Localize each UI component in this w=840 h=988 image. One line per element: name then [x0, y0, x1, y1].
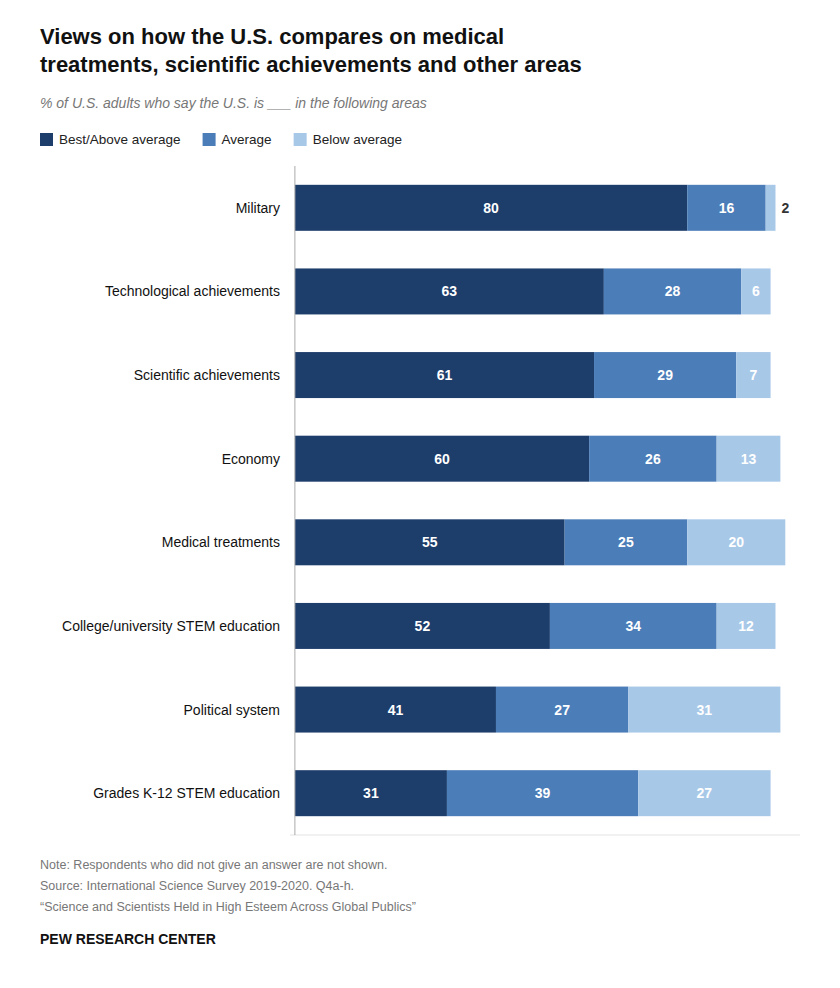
data-label: 29 — [657, 367, 673, 383]
data-label: 25 — [618, 534, 634, 550]
bar — [717, 436, 781, 482]
data-label: 16 — [719, 200, 735, 216]
bar — [496, 687, 628, 733]
bar — [604, 268, 741, 314]
bar — [295, 603, 550, 649]
bar — [589, 436, 717, 482]
note: “Science and Scientists Held in High Est… — [40, 900, 416, 914]
data-label: 27 — [554, 702, 570, 718]
x-axis-line — [290, 835, 800, 836]
title-line: treatments, scientific achievements and … — [40, 52, 582, 77]
data-label: 31 — [697, 702, 713, 718]
legend-swatch — [203, 133, 216, 146]
bar — [628, 687, 780, 733]
bars — [295, 185, 785, 816]
bar — [295, 436, 589, 482]
bar — [766, 185, 776, 231]
data-label: 12 — [738, 618, 754, 634]
subtitle: % of U.S. adults who say the U.S. is ___… — [40, 95, 427, 111]
bar — [447, 770, 638, 816]
data-label: 31 — [363, 785, 379, 801]
data-labels: 80 16 2 63 28 6 61 29 7 60 26 13 55 25 20 52 34 12 41 27 31 3… — [363, 200, 789, 801]
legend-label: Below average — [313, 132, 402, 147]
data-label: 6 — [752, 283, 760, 299]
bar — [295, 687, 496, 733]
legend-swatch — [40, 133, 53, 146]
bar — [736, 352, 770, 398]
category-label: Military — [236, 200, 280, 216]
bar — [565, 519, 688, 565]
data-label: 34 — [625, 618, 641, 634]
bar — [295, 352, 594, 398]
bar — [594, 352, 736, 398]
category-label: Scientific achievements — [134, 367, 280, 383]
bar — [717, 603, 776, 649]
data-label: 26 — [645, 451, 661, 467]
bar — [741, 268, 770, 314]
bar — [295, 185, 687, 231]
note: Note: Respondents who did not give an an… — [40, 858, 387, 872]
bar — [638, 770, 770, 816]
category-label: Political system — [184, 702, 280, 718]
category-label: Economy — [222, 451, 280, 467]
bar — [295, 770, 447, 816]
data-label: 61 — [437, 367, 453, 383]
data-label: 52 — [415, 618, 431, 634]
data-label: 7 — [750, 367, 758, 383]
data-label: 63 — [442, 283, 458, 299]
note: Source: International Science Survey 201… — [40, 879, 354, 893]
data-label: 27 — [697, 785, 713, 801]
legend-label: Average — [222, 132, 272, 147]
y-axis: Military Technological achievements Scient… — [62, 200, 280, 801]
bar — [687, 185, 765, 231]
legend-label: Best/Above average — [59, 132, 181, 147]
data-label: 80 — [483, 200, 499, 216]
data-label: 28 — [665, 283, 681, 299]
data-label: 39 — [535, 785, 551, 801]
baseline — [294, 166, 295, 835]
category-label: Grades K-12 STEM education — [93, 785, 280, 801]
legend-swatch — [294, 133, 307, 146]
category-label: Medical treatments — [162, 534, 280, 550]
chart: Views on how the U.S. compares on medica… — [0, 0, 840, 988]
data-label: 55 — [422, 534, 438, 550]
title-line: Views on how the U.S. compares on medica… — [40, 24, 504, 49]
data-label: 2 — [781, 200, 789, 216]
background — [0, 0, 840, 988]
bar — [687, 519, 785, 565]
bar — [295, 268, 604, 314]
category-label: Technological achievements — [105, 283, 280, 299]
data-label: 41 — [388, 702, 404, 718]
data-label: 13 — [741, 451, 757, 467]
footer: PEW RESEARCH CENTER — [40, 931, 216, 947]
bar — [550, 603, 717, 649]
data-label: 20 — [728, 534, 744, 550]
title: Views on how the U.S. compares on medica… — [40, 24, 582, 77]
category-label: College/university STEM education — [62, 618, 280, 634]
legend: Best/Above average Average Below average — [40, 132, 402, 147]
bar — [295, 519, 565, 565]
data-label: 60 — [434, 451, 450, 467]
